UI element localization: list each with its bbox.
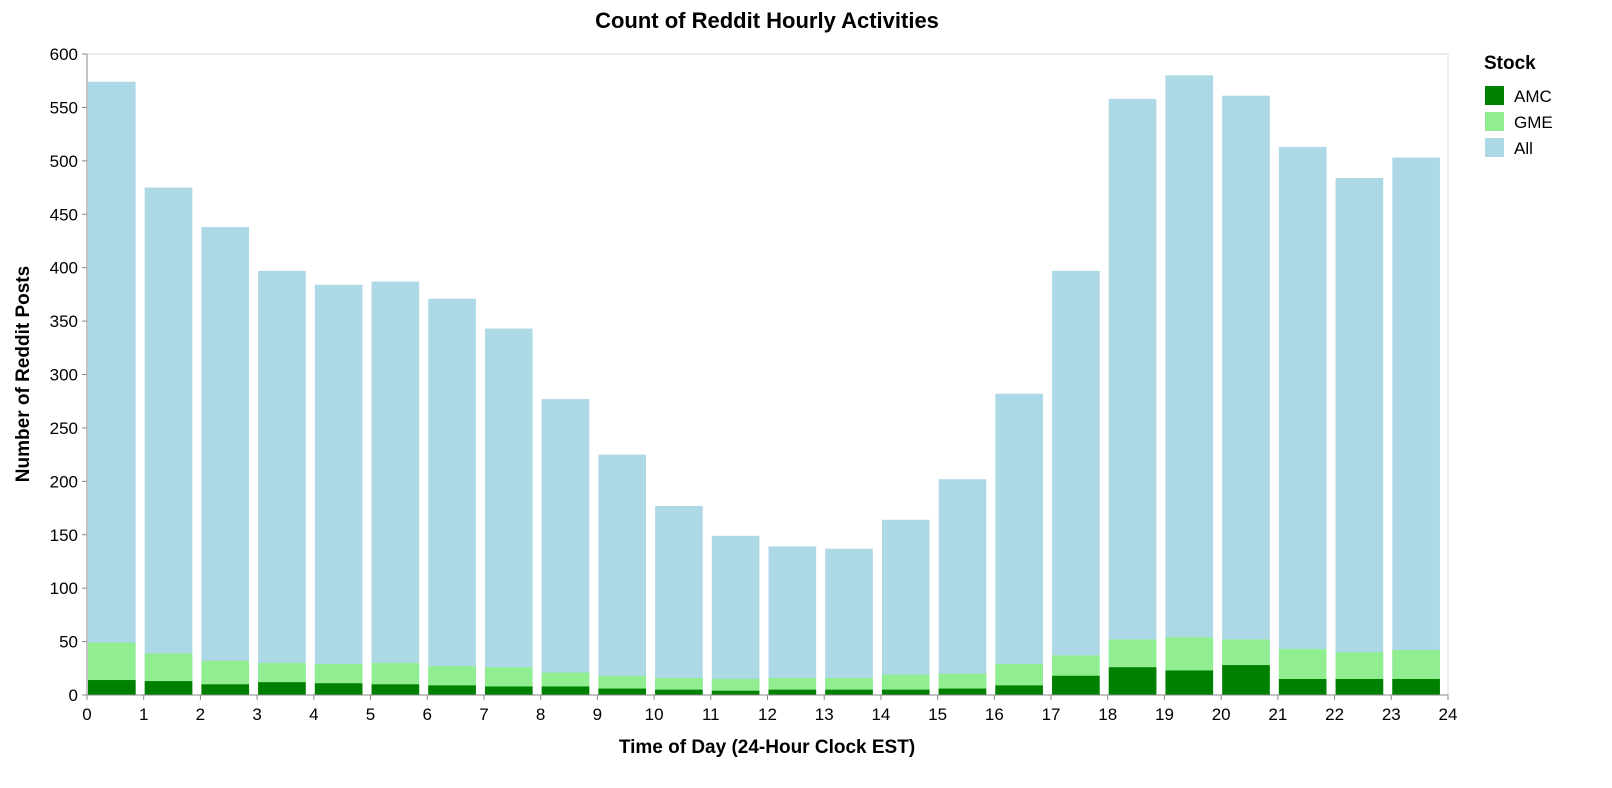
x-axis-title: Time of Day (24-Hour Clock EST) [619,737,915,758]
bar-amc-14 [881,689,930,695]
x-tick-label-17: 17 [1042,705,1061,724]
bar-amc-19 [1165,670,1214,695]
bar-amc-21 [1278,678,1327,695]
bar-amc-18 [1108,667,1157,695]
bar-all-2 [201,227,250,695]
bar-all-23 [1392,157,1440,695]
x-tick-label-8: 8 [536,705,545,724]
y-tick-label-0: 0 [69,686,78,705]
x-tick-label-9: 9 [593,705,602,724]
y-tick-label-250: 250 [50,419,78,438]
bar-all-21 [1278,146,1327,695]
bar-all-12 [768,546,817,695]
x-tick-label-16: 16 [985,705,1004,724]
bar-amc-16 [995,685,1043,695]
legend-label-gme: GME [1514,113,1553,132]
bar-amc-12 [768,689,817,695]
x-tick-label-5: 5 [366,705,375,724]
bar-amc-8 [541,686,590,695]
bar-all-17 [1052,270,1100,695]
bar-amc-1 [144,681,193,695]
chart-title: Count of Reddit Hourly Activities [595,8,939,33]
bar-all-1 [144,187,193,696]
x-tick-label-19: 19 [1155,705,1174,724]
bar-amc-0 [88,680,136,695]
bar-all-5 [371,281,420,695]
x-tick-label-2: 2 [196,705,205,724]
x-tick-label-15: 15 [928,705,947,724]
bar-amc-17 [1052,675,1100,695]
x-tick-label-20: 20 [1212,705,1231,724]
bar-all-4 [314,284,363,695]
x-tick-label-13: 13 [815,705,834,724]
legend-label-amc: AMC [1514,87,1552,106]
y-tick-label-200: 200 [50,472,78,491]
y-tick-label-500: 500 [50,152,78,171]
legend-swatch-amc [1485,86,1504,105]
bar-all-9 [598,454,647,696]
y-tick-label-550: 550 [50,98,78,117]
legend-label-all: All [1514,139,1533,158]
bar-all-20 [1222,95,1270,695]
bar-all-7 [484,328,533,695]
bar-all-15 [938,479,987,695]
bar-amc-7 [484,686,533,695]
legend-title: Stock [1484,53,1536,74]
bar-amc-13 [825,689,873,695]
y-tick-label-400: 400 [50,259,78,278]
bar-all-18 [1108,98,1157,696]
bar-amc-6 [428,685,476,695]
bar-all-22 [1335,177,1384,695]
bar-amc-22 [1335,678,1384,695]
x-tick-label-4: 4 [309,705,318,724]
y-tick-label-300: 300 [50,366,78,385]
bar-all-0 [88,81,136,695]
y-tick-label-600: 600 [50,45,78,64]
bar-amc-23 [1392,678,1440,695]
bar-all-13 [825,548,873,695]
bar-all-3 [258,270,306,695]
y-axis-title: Number of Reddit Posts [13,266,34,482]
bar-amc-11 [711,690,760,695]
bar-amc-20 [1222,665,1270,695]
x-tick-label-6: 6 [423,705,432,724]
bar-amc-15 [938,688,987,695]
bar-amc-4 [314,683,363,695]
bar-amc-5 [371,684,420,695]
x-tick-label-24: 24 [1439,705,1458,724]
bar-all-10 [655,505,703,695]
x-tick-label-0: 0 [82,705,91,724]
x-tick-label-1: 1 [139,705,148,724]
x-tick-label-12: 12 [758,705,777,724]
legend-swatch-gme [1485,112,1504,131]
bar-all-19 [1165,75,1214,696]
x-tick-label-18: 18 [1098,705,1117,724]
y-tick-label-100: 100 [50,579,78,598]
legend: Stock AMC GME All [1484,53,1553,158]
bar-all-14 [881,519,930,695]
x-tick-label-11: 11 [702,705,720,724]
x-tick-label-23: 23 [1382,705,1401,724]
legend-swatch-all [1485,138,1504,157]
bar-all-8 [541,399,590,695]
x-tick-label-21: 21 [1268,705,1287,724]
x-tick-label-22: 22 [1325,705,1344,724]
bar-amc-3 [258,682,306,695]
y-tick-label-150: 150 [50,526,78,545]
y-tick-label-450: 450 [50,205,78,224]
x-tick-label-10: 10 [645,705,664,724]
y-tick-label-50: 50 [59,633,78,652]
bar-amc-10 [655,689,703,695]
bar-all-16 [995,393,1043,695]
bar-amc-9 [598,688,647,695]
bar-all-11 [711,535,760,695]
x-tick-label-7: 7 [479,705,488,724]
x-tick-label-14: 14 [871,705,890,724]
bar-all-6 [428,298,476,695]
x-tick-label-3: 3 [252,705,261,724]
bar-amc-2 [201,684,250,695]
y-tick-label-350: 350 [50,312,78,331]
